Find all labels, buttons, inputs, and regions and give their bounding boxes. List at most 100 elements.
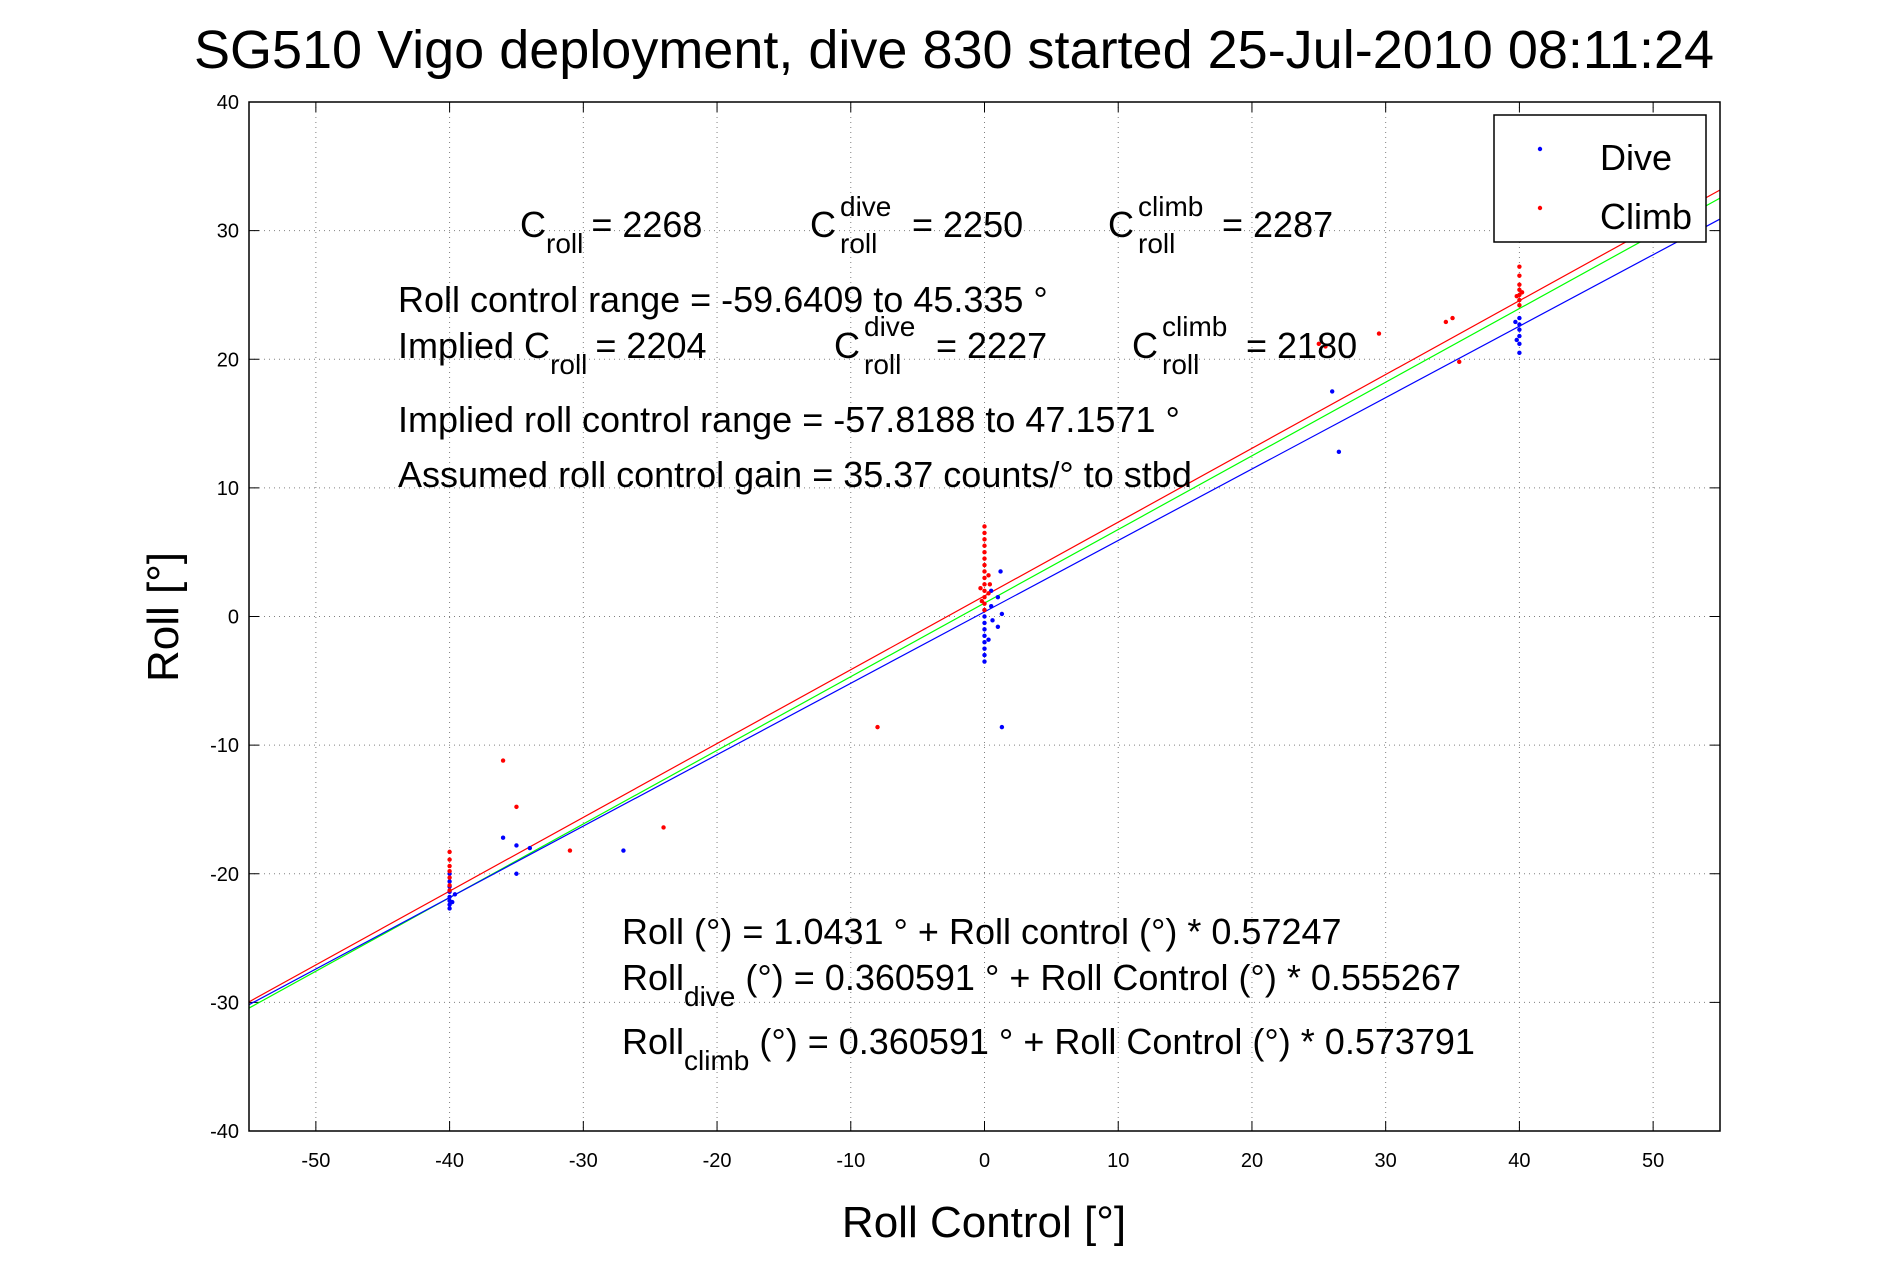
dive-point [621, 848, 626, 853]
dive-point [1517, 333, 1522, 339]
climb-point [514, 804, 519, 810]
y-tick-label: -20 [210, 864, 239, 886]
dive-point [514, 871, 519, 876]
climb-point [1517, 273, 1522, 278]
dive-point [982, 640, 987, 645]
climb-point [447, 868, 452, 874]
dive-point [998, 569, 1003, 574]
climb-point [1514, 294, 1519, 299]
x-tick-label: 50 [1642, 1150, 1664, 1172]
y-tick-label: 30 [217, 221, 239, 243]
legend: Dive Climb [1493, 114, 1707, 243]
dive-point [982, 627, 987, 632]
dive-point [1517, 315, 1522, 321]
dive-point [1336, 449, 1342, 455]
climb-point [1443, 319, 1449, 325]
climb-point [1519, 290, 1525, 295]
climb-point [447, 849, 452, 855]
climb-point [982, 556, 987, 561]
dive-point [447, 894, 452, 900]
x-tick-label: -10 [836, 1150, 865, 1172]
climb-point [1517, 282, 1522, 287]
dive-point [1329, 389, 1335, 394]
dive-point [1514, 337, 1519, 343]
chart-title: SG510 Vigo deployment, dive 830 started … [194, 20, 1714, 80]
annotation-implied-c-roll: Implied Croll = 2204 [398, 325, 707, 380]
x-axis-label: Roll Control [°] [842, 1198, 1126, 1247]
dive-point [450, 899, 455, 905]
x-tick-label: -20 [703, 1150, 732, 1172]
y-tick-label: 40 [217, 92, 239, 114]
climb-point [982, 595, 987, 600]
climb-point [982, 543, 987, 548]
dive-point [982, 620, 987, 626]
climb-point [447, 883, 452, 888]
climb-point [1457, 359, 1462, 365]
climb-point [567, 848, 573, 853]
climb-point [979, 598, 985, 604]
climb-point [982, 530, 987, 536]
climb-point [987, 582, 993, 587]
climb-point [447, 875, 452, 880]
annotation-implied-range: Implied roll control range = -57.8188 to… [398, 399, 1180, 440]
annotation-fit-climb: Rollclimb (°) = 0.360591 ° + Roll Contro… [622, 1021, 1475, 1076]
dive-point [514, 843, 519, 848]
climb-point [1450, 315, 1455, 321]
climb-point [982, 537, 987, 542]
climb-point [982, 524, 987, 529]
climb-point [1323, 344, 1328, 349]
dive-point [982, 652, 987, 658]
gridlines [249, 101, 1720, 1132]
climb-point [978, 586, 983, 591]
y-tick-label: 0 [228, 607, 239, 629]
annotation-gain: Assumed roll control gain = 35.37 counts… [398, 454, 1192, 495]
climb-point [982, 569, 987, 574]
climb-point [982, 607, 987, 613]
climb-point [986, 591, 991, 596]
climb-point [447, 888, 452, 893]
plot-frame [248, 101, 1721, 1132]
climb-point [986, 573, 991, 578]
x-tick-label: 0 [979, 1150, 990, 1172]
climb-point [1376, 331, 1382, 336]
x-tick-label: 30 [1375, 1150, 1397, 1172]
climb-point [447, 857, 452, 862]
x-tick-label: 40 [1508, 1150, 1530, 1172]
x-tick-label: -50 [301, 1150, 330, 1172]
dive-point [988, 604, 994, 609]
legend-box [1493, 114, 1707, 243]
legend-label-climb: Climb [1600, 196, 1692, 237]
legend-marker-dive [1537, 146, 1543, 152]
climb-point [982, 562, 987, 568]
data-points [447, 264, 1525, 911]
climb-point [1517, 297, 1522, 303]
dive-point [982, 614, 987, 619]
dive-point [995, 624, 1001, 629]
x-tick-label: 10 [1107, 1150, 1129, 1172]
dive-point [1517, 341, 1522, 347]
climb-point [447, 863, 452, 869]
climb-point [661, 825, 666, 830]
y-tick-label: -30 [210, 992, 239, 1014]
annotation-fit-all: Roll (°) = 1.0431 ° + Roll control (°) *… [622, 911, 1342, 952]
dive-point [447, 879, 452, 884]
annotation-fit-dive: Rolldive (°) = 0.360591 ° + Roll Control… [622, 957, 1461, 1012]
dive-point [1517, 327, 1522, 332]
legend-label-dive: Dive [1600, 137, 1672, 178]
y-tick-label: -10 [210, 735, 239, 757]
climb-point [982, 588, 987, 593]
dive-point [995, 595, 1001, 600]
dive-point [990, 618, 995, 623]
climb-point [875, 724, 880, 730]
dive-point [452, 892, 458, 897]
legend-marker-climb [1537, 205, 1543, 211]
climb-point [1517, 303, 1522, 308]
dive-point [527, 845, 533, 851]
dive-point [1517, 350, 1522, 356]
axis-ticks: -50 -40 -30 -20 -10 0 10 20 30 40 50 -40 -30 -20 -10 0 1… [210, 92, 1720, 1172]
